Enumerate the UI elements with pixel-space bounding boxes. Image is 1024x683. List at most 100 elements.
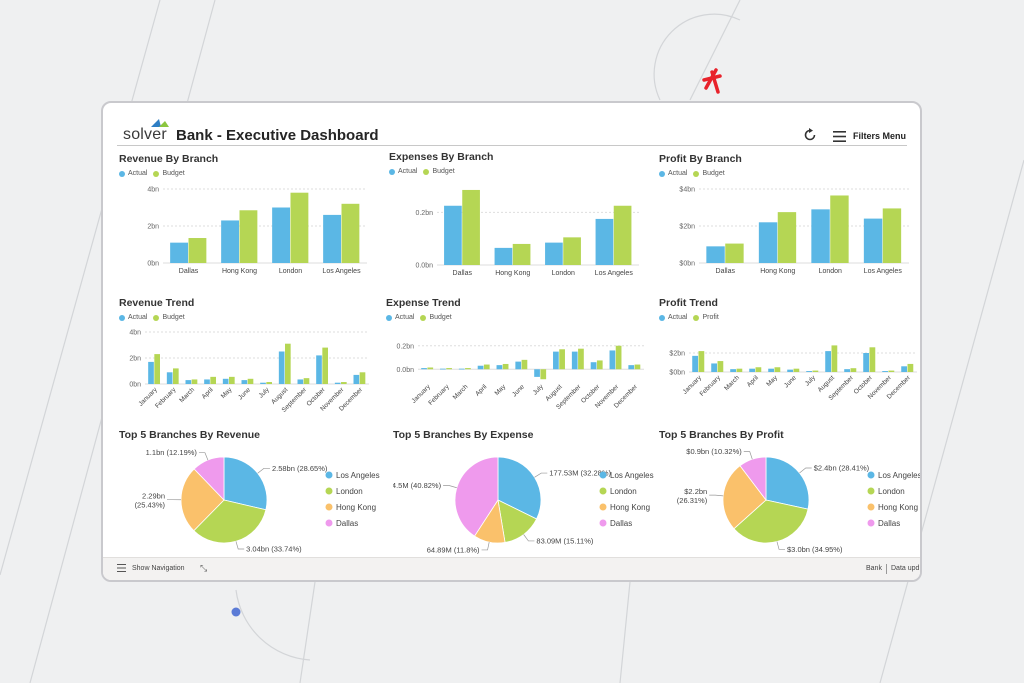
legend-item-budget[interactable]: Budget: [153, 170, 185, 177]
pie-slice-los-angeles[interactable]: [223, 456, 268, 511]
bar-budget[interactable]: [188, 238, 207, 263]
legend-item-budget[interactable]: Budget: [153, 314, 185, 321]
legend-label[interactable]: Hong Kong: [610, 503, 650, 512]
bar-actual[interactable]: [494, 247, 513, 265]
bar-actual[interactable]: [711, 363, 717, 372]
bar-actual[interactable]: [844, 369, 850, 372]
bar-profit[interactable]: [907, 363, 914, 372]
bar-budget[interactable]: [563, 237, 581, 265]
bar-actual[interactable]: [260, 382, 266, 384]
bar-budget[interactable]: [239, 210, 258, 263]
collapse-icon[interactable]: ⤡: [200, 563, 208, 573]
legend-item-profit[interactable]: Profit: [693, 314, 719, 321]
bar-actual[interactable]: [749, 368, 755, 372]
bar-actual[interactable]: [515, 361, 522, 370]
bar-budget[interactable]: [777, 212, 797, 263]
bar-actual[interactable]: [692, 355, 698, 372]
bar-budget[interactable]: [462, 189, 480, 265]
bar-budget[interactable]: [303, 378, 310, 384]
bar-budget[interactable]: [322, 347, 328, 384]
bar-profit[interactable]: [812, 370, 819, 372]
bar-profit[interactable]: [717, 361, 724, 372]
legend-label[interactable]: Dallas: [610, 519, 632, 528]
bar-actual[interactable]: [458, 368, 465, 370]
bar-profit[interactable]: [736, 368, 743, 372]
legend-label[interactable]: Dallas: [878, 519, 900, 528]
pie-slice-dallas[interactable]: [454, 456, 499, 537]
bar-actual[interactable]: [595, 218, 614, 265]
bar-actual[interactable]: [825, 351, 831, 372]
bar-profit[interactable]: [698, 351, 705, 372]
bar-budget[interactable]: [634, 364, 641, 370]
bar-profit[interactable]: [850, 368, 857, 372]
show-navigation-button[interactable]: Show Navigation: [117, 564, 185, 572]
legend-item-budget[interactable]: Budget: [693, 170, 725, 177]
bar-budget[interactable]: [290, 192, 309, 263]
bar-actual[interactable]: [334, 382, 341, 384]
legend-item-budget[interactable]: Budget: [423, 168, 455, 175]
legend-label[interactable]: Los Angeles: [878, 471, 921, 480]
bar-actual[interactable]: [806, 371, 812, 372]
bar-budget[interactable]: [154, 354, 160, 384]
bar-budget[interactable]: [725, 243, 744, 263]
bar-budget[interactable]: [512, 243, 531, 265]
page-tab-bank[interactable]: Bank: [866, 565, 882, 572]
bar-budget[interactable]: [229, 376, 235, 384]
bar-budget[interactable]: [247, 378, 254, 384]
bar-actual[interactable]: [353, 374, 360, 384]
bar-actual[interactable]: [221, 220, 239, 263]
pie-slice-london[interactable]: [733, 499, 809, 544]
bar-budget[interactable]: [483, 364, 490, 370]
bar-actual[interactable]: [421, 368, 427, 370]
bar-profit[interactable]: [869, 347, 876, 372]
bar-budget[interactable]: [341, 382, 347, 384]
bar-actual[interactable]: [323, 214, 341, 263]
legend-item-actual[interactable]: Actual: [389, 168, 417, 175]
bar-budget[interactable]: [882, 208, 902, 263]
pie-slice-los-angeles[interactable]: [765, 456, 810, 510]
legend-label[interactable]: Los Angeles: [610, 471, 654, 480]
bar-actual[interactable]: [590, 362, 597, 370]
legend-item-actual[interactable]: Actual: [659, 170, 687, 177]
bar-actual[interactable]: [768, 368, 774, 372]
bar-actual[interactable]: [534, 369, 540, 377]
bar-budget[interactable]: [427, 367, 434, 370]
legend-label[interactable]: London: [336, 487, 363, 496]
bar-profit[interactable]: [755, 367, 762, 372]
bar-actual[interactable]: [204, 379, 210, 384]
bar-actual[interactable]: [901, 366, 907, 372]
bar-actual[interactable]: [863, 353, 869, 372]
bar-actual[interactable]: [882, 371, 888, 372]
legend-label[interactable]: Hong Kong: [878, 503, 918, 512]
bar-actual[interactable]: [185, 380, 192, 384]
bar-budget[interactable]: [285, 343, 291, 384]
bar-actual[interactable]: [758, 222, 778, 263]
bar-actual[interactable]: [787, 369, 793, 372]
bar-budget[interactable]: [191, 379, 198, 384]
legend-item-actual[interactable]: Actual: [119, 170, 147, 177]
bar-actual[interactable]: [706, 246, 725, 263]
bar-actual[interactable]: [628, 365, 635, 370]
bar-budget[interactable]: [521, 359, 528, 370]
bar-profit[interactable]: [774, 367, 781, 372]
bar-actual[interactable]: [166, 372, 173, 384]
bar-actual[interactable]: [863, 218, 883, 263]
bar-budget[interactable]: [465, 368, 471, 370]
bar-budget[interactable]: [559, 349, 565, 370]
bar-actual[interactable]: [444, 205, 462, 265]
bar-actual[interactable]: [272, 207, 290, 264]
bar-actual[interactable]: [553, 351, 559, 370]
bar-budget[interactable]: [540, 369, 547, 380]
bar-budget[interactable]: [266, 382, 272, 384]
bar-budget[interactable]: [502, 363, 509, 370]
bar-actual[interactable]: [440, 368, 446, 370]
bar-actual[interactable]: [545, 242, 563, 265]
reset-icon[interactable]: [803, 128, 817, 142]
bar-profit[interactable]: [888, 370, 895, 372]
pie-slice-hong-kong[interactable]: [180, 468, 225, 532]
bar-actual[interactable]: [222, 378, 229, 384]
bar-actual[interactable]: [316, 355, 322, 384]
legend-item-actual[interactable]: Actual: [386, 314, 414, 321]
bar-budget[interactable]: [613, 205, 632, 265]
bar-actual[interactable]: [730, 369, 736, 372]
